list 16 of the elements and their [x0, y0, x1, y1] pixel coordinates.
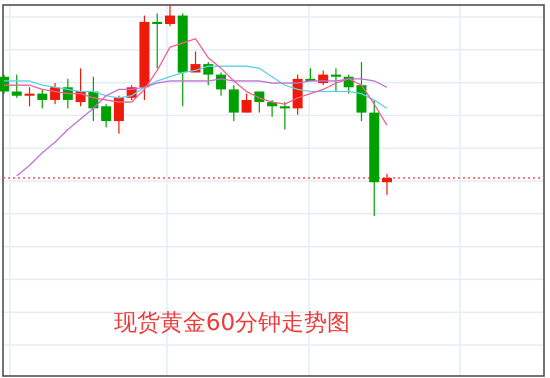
text: 现货黄金60分钟走势图 — [114, 310, 350, 336]
candlestick — [164, 4, 175, 27]
candlestick — [152, 12, 162, 69]
candlestick — [12, 74, 22, 98]
candlestick — [242, 93, 252, 114]
candlestick — [267, 99, 278, 118]
candlestick — [0, 74, 9, 94]
candlestick — [101, 104, 112, 128]
candlestick — [216, 72, 226, 96]
candlestick — [37, 88, 48, 109]
candlestick — [382, 173, 392, 196]
candlestick — [228, 84, 239, 122]
candlestick — [330, 68, 341, 92]
candlestick — [114, 95, 124, 134]
candlestick — [24, 86, 35, 107]
candlestick — [280, 101, 290, 130]
